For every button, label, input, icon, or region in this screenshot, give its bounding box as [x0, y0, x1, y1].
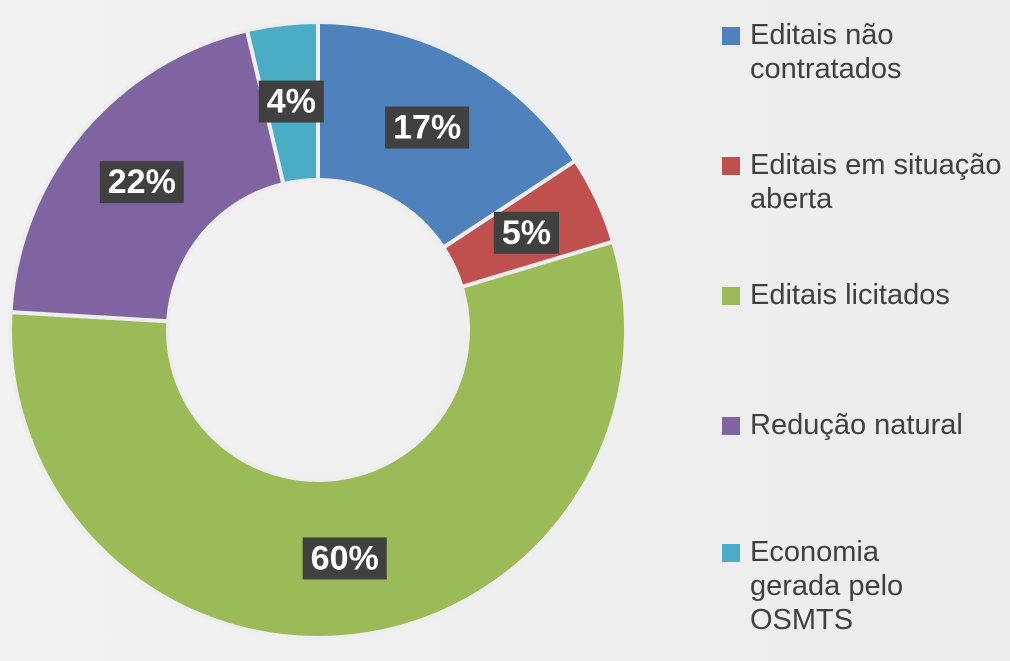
legend-item: Editais licitados — [722, 278, 1010, 312]
legend-swatch — [722, 157, 740, 175]
legend-label: Redução natural — [750, 409, 963, 441]
value-label-box — [493, 211, 560, 254]
legend-label: Editais em situação aberta — [750, 149, 1002, 215]
value-label: 17% — [393, 109, 461, 147]
value-label: 4% — [267, 83, 316, 121]
legend-swatch — [722, 287, 740, 305]
legend-label: Editais licitados — [750, 279, 950, 311]
legend-swatch — [722, 544, 740, 562]
legend-label: Editais não contratados — [750, 19, 902, 85]
value-label-group: 22% — [99, 161, 184, 204]
legend-label: Economia gerada pelo OSMTS — [750, 536, 904, 636]
value-label-box — [385, 106, 470, 149]
value-label-box — [258, 80, 324, 123]
legend-item: Editais em situação aberta — [722, 148, 1005, 216]
legend-swatch — [722, 27, 740, 45]
value-label-box — [302, 537, 387, 580]
slice — [8, 239, 628, 640]
value-label: 60% — [311, 539, 379, 577]
value-label-box — [99, 161, 184, 204]
legend-item: Economia gerada pelo OSMTS — [722, 535, 950, 637]
value-label-group: 5% — [493, 211, 560, 254]
value-label: 22% — [108, 163, 176, 201]
legend-item: Editais não contratados — [722, 18, 1005, 86]
value-label-group: 17% — [385, 106, 470, 149]
legend-swatch — [722, 417, 740, 435]
value-label-group: 4% — [258, 80, 324, 123]
value-label: 5% — [502, 214, 551, 252]
value-label-group: 60% — [302, 537, 387, 580]
legend-item: Redução natural — [722, 408, 1005, 442]
